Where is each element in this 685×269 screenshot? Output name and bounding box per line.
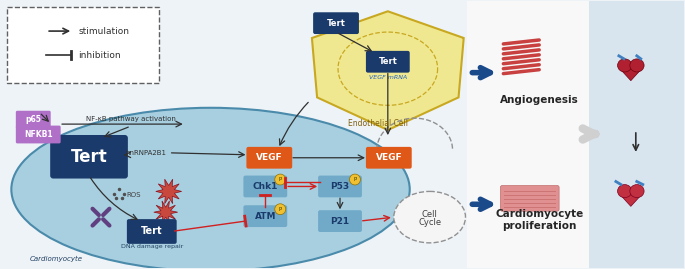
Text: Tert: Tert (141, 226, 162, 236)
Text: DNA damage repair: DNA damage repair (121, 244, 183, 249)
Text: Endothelial Cell: Endothelial Cell (348, 119, 408, 128)
Text: P21: P21 (330, 217, 349, 226)
FancyBboxPatch shape (50, 135, 128, 179)
Text: Cell: Cell (422, 210, 438, 219)
Text: Cardiomyocyte
proliferation: Cardiomyocyte proliferation (495, 209, 584, 231)
FancyBboxPatch shape (500, 185, 559, 211)
FancyBboxPatch shape (16, 126, 61, 143)
Text: ATM: ATM (255, 212, 276, 221)
FancyBboxPatch shape (247, 147, 292, 169)
Text: p65: p65 (25, 115, 41, 124)
Circle shape (275, 174, 286, 185)
FancyBboxPatch shape (243, 205, 287, 227)
Text: Tert: Tert (327, 19, 345, 28)
Text: Cardiomyocyte: Cardiomyocyte (29, 256, 82, 262)
FancyBboxPatch shape (16, 111, 51, 129)
Text: Angiogenesis: Angiogenesis (500, 95, 579, 105)
Ellipse shape (630, 185, 644, 198)
Circle shape (275, 204, 286, 215)
FancyBboxPatch shape (366, 147, 412, 169)
Circle shape (349, 174, 360, 185)
Text: Tert: Tert (378, 57, 397, 66)
Ellipse shape (12, 108, 410, 269)
Text: P: P (279, 177, 282, 182)
Text: Cycle: Cycle (418, 218, 441, 226)
Ellipse shape (630, 59, 644, 72)
Text: inhibition: inhibition (78, 51, 121, 60)
FancyBboxPatch shape (467, 1, 589, 268)
Polygon shape (620, 69, 642, 81)
Text: VEGF: VEGF (375, 153, 402, 162)
FancyBboxPatch shape (243, 176, 287, 197)
Polygon shape (312, 11, 464, 130)
FancyBboxPatch shape (366, 51, 410, 73)
FancyBboxPatch shape (127, 219, 177, 244)
FancyBboxPatch shape (589, 1, 684, 268)
Text: hnRNPA2B1: hnRNPA2B1 (125, 150, 166, 156)
Polygon shape (153, 201, 177, 224)
Text: Chk1: Chk1 (253, 182, 278, 191)
Text: P: P (353, 177, 357, 182)
Text: VEGF: VEGF (256, 153, 283, 162)
Text: P: P (279, 207, 282, 212)
Ellipse shape (618, 59, 632, 72)
Text: Tert: Tert (71, 148, 108, 166)
FancyBboxPatch shape (318, 210, 362, 232)
Ellipse shape (394, 192, 466, 243)
Text: ROS: ROS (126, 192, 140, 198)
FancyBboxPatch shape (318, 176, 362, 197)
Ellipse shape (618, 185, 632, 198)
Text: NF-κB pathway activation: NF-κB pathway activation (86, 116, 176, 122)
Polygon shape (620, 194, 642, 206)
Polygon shape (155, 179, 182, 204)
Text: NFKB1: NFKB1 (24, 130, 53, 139)
Text: stimulation: stimulation (78, 27, 129, 36)
Text: VEGF mRNA: VEGF mRNA (369, 75, 407, 80)
FancyBboxPatch shape (8, 7, 159, 83)
Text: P53: P53 (330, 182, 349, 191)
FancyBboxPatch shape (313, 12, 359, 34)
